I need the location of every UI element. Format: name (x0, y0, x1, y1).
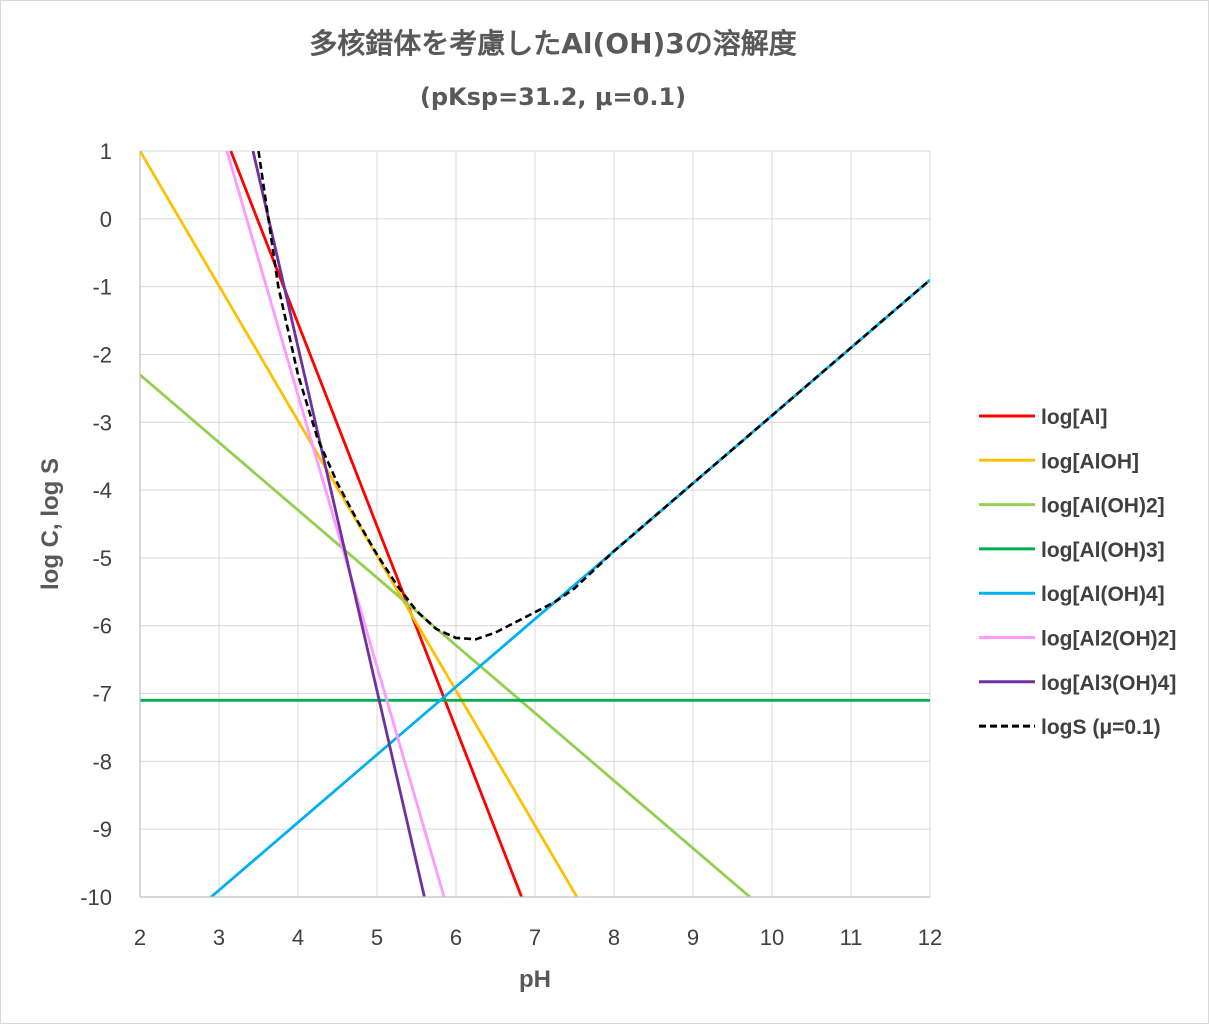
series-line-1 (229, 151, 523, 897)
y-tick-label: -10 (80, 885, 112, 910)
series-line-8 (257, 151, 930, 641)
x-tick-labels: 2 3 4 5 6 7 8 9 10 11 12 (134, 925, 942, 950)
series-lines (140, 151, 930, 897)
series-line-6 (225, 151, 446, 897)
legend-label-5: log[Al(OH)4] (1041, 583, 1165, 606)
x-tick-label: 5 (371, 925, 383, 950)
series-line-3 (140, 373, 751, 897)
x-tick-label: 8 (608, 925, 620, 950)
y-tick-label: -9 (92, 817, 112, 842)
x-tick-label: 9 (687, 925, 699, 950)
y-tick-label: 0 (100, 207, 112, 232)
legend-label-7: log[Al3(OH)4] (1041, 672, 1176, 695)
legend-label-2: log[AlOH] (1041, 450, 1139, 473)
x-tick-label: 4 (292, 925, 304, 950)
y-tick-label: -6 (92, 614, 112, 639)
legend: log[Al] log[AlOH] log[Al(OH)2] log[Al(OH)3]… (979, 406, 1176, 739)
legend-label-3: log[Al(OH)2] (1041, 495, 1165, 518)
y-tick-label: -8 (92, 749, 112, 774)
x-tick-label: 3 (213, 925, 225, 950)
x-axis-label: pH (519, 966, 551, 993)
y-tick-label: -3 (92, 410, 112, 435)
y-tick-label: 1 (100, 139, 112, 164)
chart-subtitle: (pKsp=31.2, μ=0.1) (420, 83, 686, 111)
legend-label-6: log[Al2(OH)2] (1041, 628, 1176, 651)
y-tick-label: -2 (92, 342, 112, 367)
y-tick-label: -1 (92, 275, 112, 300)
x-tick-label: 2 (134, 925, 146, 950)
legend-label-1: log[Al] (1041, 406, 1107, 429)
legend-label-4: log[Al(OH)3] (1041, 539, 1165, 562)
series-line-5 (210, 278, 930, 897)
y-tick-labels: 1 0 -1 -2 -3 -4 -5 -6 -7 -8 -9 -10 (80, 139, 112, 910)
series-line-7 (251, 151, 426, 897)
x-tick-label: 6 (450, 925, 462, 950)
y-tick-label: -4 (92, 478, 112, 503)
y-axis-label: log C, log S (37, 458, 64, 590)
x-tick-label: 7 (529, 925, 541, 950)
y-tick-label: -5 (92, 546, 112, 571)
chart-title: 多核錯体を考慮したAl(OH)3の溶解度 (309, 27, 797, 60)
x-tick-label: 10 (760, 925, 784, 950)
plot-area-border (139, 151, 930, 898)
x-tick-label: 11 (840, 925, 863, 950)
x-tick-label: 12 (918, 925, 942, 950)
legend-label-8: logS (μ=0.1) (1041, 716, 1161, 739)
y-tick-label: -7 (92, 682, 112, 707)
